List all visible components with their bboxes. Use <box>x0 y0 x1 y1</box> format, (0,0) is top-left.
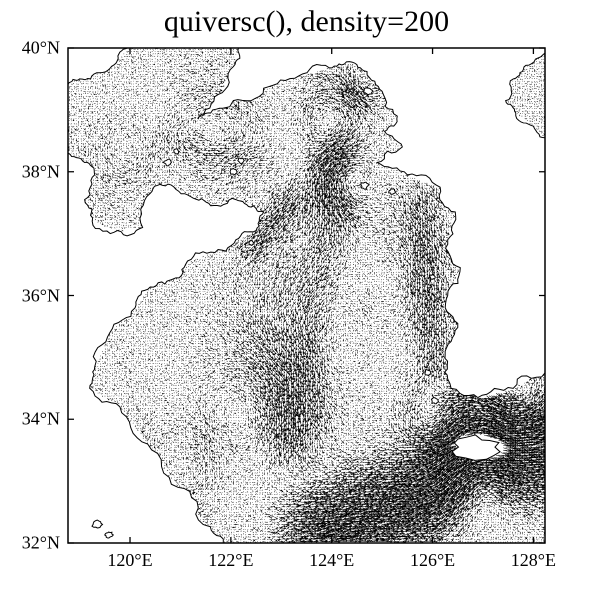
x-tick-label: 126°E <box>409 550 456 570</box>
y-tick-label: 40°N <box>21 37 60 58</box>
x-tick-label: 120°E <box>107 550 153 570</box>
y-tick-label: 38°N <box>21 161 60 182</box>
chart-title: quiversc(), density=200 <box>163 5 450 38</box>
y-tick-label: 32°N <box>21 532 60 553</box>
x-tick-label: 128°E <box>510 550 556 570</box>
y-tick-label: 36°N <box>21 285 60 305</box>
y-tick-label: 34°N <box>21 408 60 429</box>
x-tick-label: 122°E <box>208 550 254 570</box>
x-tick-label: 124°E <box>309 550 355 570</box>
